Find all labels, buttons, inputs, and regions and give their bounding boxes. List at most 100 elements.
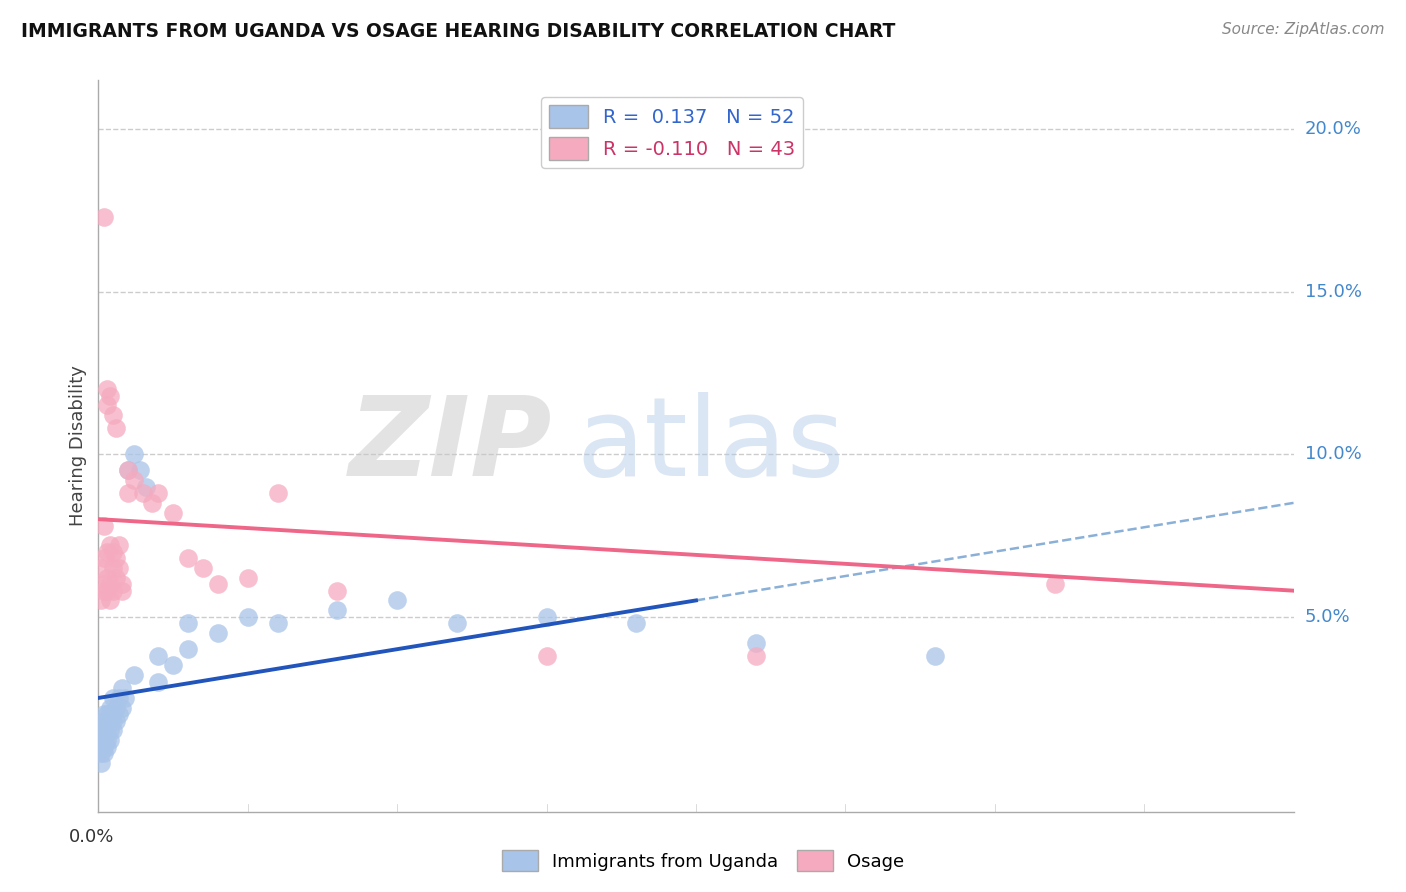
Point — [90, 561, 112, 575]
Point — [124, 447, 146, 461]
Point — [207, 577, 229, 591]
Text: IMMIGRANTS FROM UGANDA VS OSAGE HEARING DISABILITY CORRELATION CHART: IMMIGRANTS FROM UGANDA VS OSAGE HEARING … — [21, 22, 896, 41]
Text: Source: ZipAtlas.com: Source: ZipAtlas.com — [1222, 22, 1385, 37]
Point — [93, 518, 115, 533]
Point — [96, 733, 118, 747]
Point — [96, 583, 118, 598]
Point — [98, 593, 122, 607]
Point — [124, 668, 146, 682]
Point — [129, 463, 152, 477]
Point — [90, 756, 112, 770]
Point — [98, 707, 122, 722]
Point — [98, 389, 122, 403]
Point — [98, 733, 122, 747]
Point — [108, 707, 131, 722]
Point — [103, 408, 125, 422]
Point — [117, 486, 139, 500]
Point — [103, 723, 125, 738]
Point — [90, 733, 112, 747]
Text: ZIP: ZIP — [349, 392, 553, 500]
Point — [90, 723, 112, 738]
Text: atlas: atlas — [576, 392, 845, 500]
Point — [96, 707, 118, 722]
Point — [117, 463, 139, 477]
Text: 20.0%: 20.0% — [1305, 120, 1361, 138]
Point — [93, 583, 115, 598]
Point — [90, 593, 112, 607]
Point — [162, 658, 184, 673]
Point — [105, 421, 128, 435]
Point — [111, 577, 134, 591]
Point — [117, 463, 139, 477]
Point — [626, 616, 648, 631]
Point — [105, 714, 128, 728]
Point — [207, 626, 229, 640]
Legend: R =  0.137   N = 52, R = -0.110   N = 43: R = 0.137 N = 52, R = -0.110 N = 43 — [541, 97, 803, 168]
Point — [103, 561, 125, 575]
Point — [96, 544, 118, 558]
Point — [105, 551, 128, 566]
Point — [103, 707, 125, 722]
Point — [96, 571, 118, 585]
Point — [177, 551, 200, 566]
Point — [103, 690, 125, 705]
Point — [105, 700, 128, 714]
Point — [96, 714, 118, 728]
Point — [267, 616, 290, 631]
Point — [93, 739, 115, 754]
Point — [1043, 577, 1066, 591]
Point — [236, 571, 259, 585]
Point — [93, 210, 115, 224]
Point — [114, 690, 136, 705]
Text: 15.0%: 15.0% — [1305, 283, 1361, 301]
Point — [93, 714, 115, 728]
Point — [96, 723, 118, 738]
Point — [236, 609, 259, 624]
Point — [96, 382, 118, 396]
Point — [90, 739, 112, 754]
Point — [385, 593, 409, 607]
Point — [93, 707, 115, 722]
Point — [177, 616, 200, 631]
Point — [108, 561, 131, 575]
Point — [108, 690, 131, 705]
Point — [132, 486, 155, 500]
Text: 5.0%: 5.0% — [1305, 607, 1350, 625]
Point — [191, 561, 214, 575]
Point — [111, 700, 134, 714]
Point — [446, 616, 468, 631]
Point — [105, 571, 128, 585]
Point — [267, 486, 290, 500]
Point — [103, 583, 125, 598]
Legend: Immigrants from Uganda, Osage: Immigrants from Uganda, Osage — [495, 843, 911, 879]
Point — [141, 496, 163, 510]
Point — [98, 577, 122, 591]
Point — [93, 577, 115, 591]
Point — [111, 583, 134, 598]
Point — [111, 681, 134, 696]
Point — [93, 733, 115, 747]
Point — [96, 398, 118, 412]
Point — [93, 746, 115, 760]
Point — [98, 538, 122, 552]
Point — [745, 648, 768, 663]
Point — [98, 700, 122, 714]
Point — [536, 609, 558, 624]
Point — [98, 723, 122, 738]
Point — [103, 544, 125, 558]
Point — [326, 583, 349, 598]
Point — [326, 603, 349, 617]
Y-axis label: Hearing Disability: Hearing Disability — [69, 366, 87, 526]
Point — [93, 551, 115, 566]
Text: 0.0%: 0.0% — [69, 828, 114, 846]
Point — [135, 480, 157, 494]
Point — [177, 642, 200, 657]
Point — [924, 648, 946, 663]
Point — [98, 714, 122, 728]
Point — [93, 723, 115, 738]
Point — [536, 648, 558, 663]
Point — [148, 674, 170, 689]
Text: 10.0%: 10.0% — [1305, 445, 1361, 463]
Point — [96, 739, 118, 754]
Point — [148, 486, 170, 500]
